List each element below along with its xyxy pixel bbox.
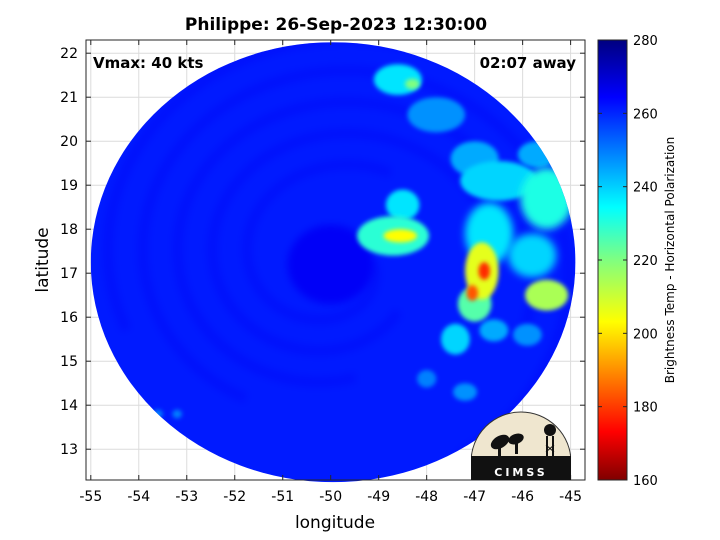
y-tick-label: 15 — [60, 354, 78, 370]
brightness-feature — [478, 262, 490, 280]
x-tick-label: -55 — [79, 489, 102, 505]
brightness-feature — [407, 97, 466, 133]
brightness-feature — [453, 383, 478, 401]
axis-ticks: -55 -54 -53 -52 -51 -50 -49 -48 -47 -46 -45 13 14 15 1… — [60, 40, 585, 505]
colorbar-tick-label: 240 — [633, 181, 658, 196]
colorbar-label: Brightness Temp - Horizontal Polarizatio… — [663, 137, 677, 384]
x-axis-label: longitude — [295, 513, 375, 533]
colorbar: 160 180 200 220 240 260 280 Brightness Temp - … — [597, 34, 677, 489]
colorbar-tick-label: 200 — [633, 327, 658, 342]
logo-text: CIMSS — [494, 466, 547, 479]
brightness-feature — [479, 319, 509, 342]
x-tick-label: -52 — [223, 489, 246, 505]
x-tick-label: -50 — [319, 489, 342, 505]
x-tick-label: -47 — [463, 489, 486, 505]
spiral-band — [207, 128, 488, 356]
brightness-feature — [466, 285, 479, 301]
brightness-feature — [508, 233, 557, 278]
vmax-annotation: Vmax: 40 kts — [93, 54, 203, 72]
chart-title: Philippe: 26-Sep-2023 12:30:00 — [185, 15, 487, 35]
y-axis-label: latitude — [33, 227, 53, 292]
y-tick-label: 22 — [60, 46, 78, 62]
brightness-feature — [405, 78, 420, 90]
y-tick-label: 16 — [60, 310, 78, 326]
brightness-feature — [385, 189, 420, 221]
colorbar-tick-label: 260 — [633, 107, 658, 122]
y-tick-label: 18 — [60, 222, 78, 238]
brightness-feature — [525, 279, 569, 311]
time-away-annotation: 02:07 away — [480, 54, 577, 72]
spiral-band — [241, 159, 393, 325]
colorbar-tick-label: 160 — [633, 474, 658, 489]
y-tick-label: 21 — [60, 90, 78, 106]
colorbar-ticks: 160 180 200 220 240 260 280 — [598, 34, 658, 489]
brightness-feature — [287, 224, 374, 304]
colorbar-gradient — [597, 39, 628, 481]
x-tick-label: -48 — [415, 489, 438, 505]
x-tick-label: -49 — [367, 489, 390, 505]
convective-features — [113, 64, 574, 419]
brightness-feature — [441, 323, 470, 355]
x-tick-label: -46 — [511, 489, 534, 505]
brightness-temp-swath — [90, 42, 576, 483]
brightness-feature — [460, 161, 538, 201]
colorbar-tick-label: 180 — [633, 401, 658, 416]
brightness-feature — [383, 229, 418, 243]
colorbar-tick-label: 280 — [633, 34, 658, 49]
x-tick-label: -54 — [127, 489, 150, 505]
brightness-feature — [172, 409, 182, 419]
y-tick-label: 14 — [60, 398, 78, 414]
brightness-feature — [417, 370, 437, 388]
y-tick-label: 17 — [60, 266, 78, 282]
axes-frame — [85, 39, 586, 481]
brightness-feature — [513, 323, 542, 346]
y-tick-label: 13 — [60, 442, 78, 458]
y-tick-label: 19 — [60, 178, 78, 194]
x-tick-label: -53 — [175, 489, 198, 505]
y-tick-label: 20 — [60, 134, 78, 150]
x-tick-label: -51 — [271, 489, 294, 505]
x-tick-label: -45 — [559, 489, 582, 505]
colorbar-tick-label: 220 — [633, 254, 658, 269]
cimss-logo: CIMSS — [471, 411, 571, 480]
